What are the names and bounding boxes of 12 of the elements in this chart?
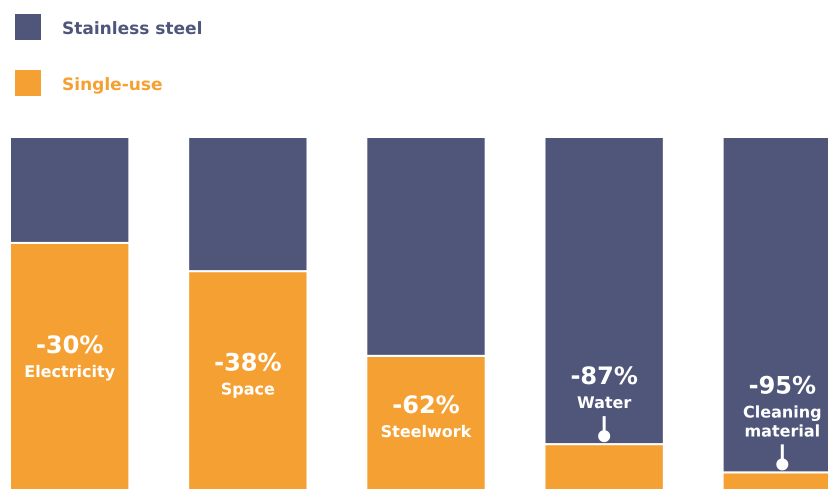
x-tick-label: Space <box>220 380 276 399</box>
x-tick-label: Steelwork <box>380 422 472 441</box>
annotation: -62% <box>392 390 460 419</box>
text: Stainless steel <box>62 19 202 39</box>
annotation: -30% <box>36 330 104 359</box>
annotation: -38% <box>214 348 282 377</box>
legend-label: Single-use <box>62 75 163 95</box>
x-tick-label: Water <box>577 393 632 412</box>
annotation: -95% <box>748 371 816 400</box>
annotation: -87% <box>570 362 638 390</box>
x-tick-label: Electricity <box>24 362 116 381</box>
x-tick-label: Cleaning material <box>743 402 822 440</box>
